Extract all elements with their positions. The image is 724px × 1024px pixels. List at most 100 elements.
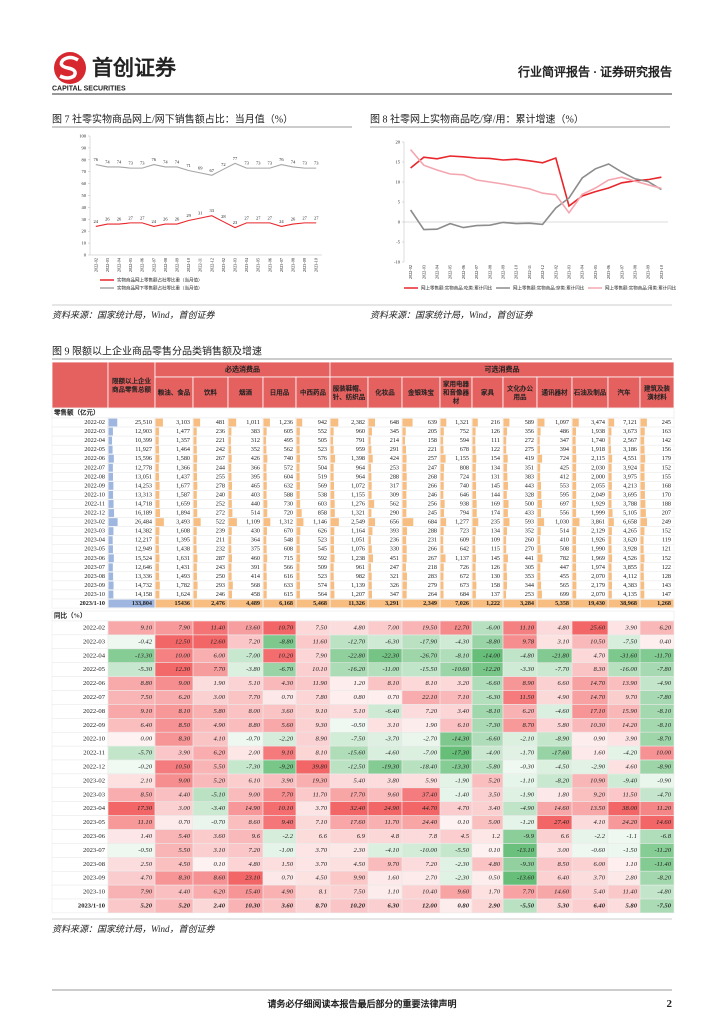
cell-value: 4,112 [623,573,637,580]
cell-value: 352 [525,528,534,535]
cell-value: -16.00 [620,666,638,673]
x-tick-label: 2023-06 [606,265,611,279]
data-bar [537,481,542,490]
heat-cell [263,676,296,691]
cell-value: 240 [216,491,225,498]
heat-cell [537,676,572,691]
cell-value: 8.90 [315,736,327,743]
row-label: 2022-03 [83,638,106,645]
row-label: 2023/1-10 [80,600,105,607]
heat-cell [368,815,402,830]
cell-value: -6.40 [385,708,399,715]
cell-value: -8.70 [657,736,671,743]
data-bar [263,445,267,454]
x-tick-label: 2023-08 [291,258,296,272]
cell-value: 4.70 [457,805,469,812]
heat-cell [472,663,503,677]
data-bar [228,509,233,517]
cell-value: 221 [428,446,437,453]
cell-value: 0.40 [659,638,671,645]
cell-value: 5,468 [313,600,327,607]
y-tick-label: 60 [82,181,87,186]
heat-cell [108,690,155,705]
cell-value: 11.60 [313,638,328,645]
cell-value: -1.40 [455,791,469,798]
cell-value: 122 [662,564,671,571]
data-bar [572,581,577,590]
data-bar [402,500,407,508]
data-bar [572,527,577,536]
heat-cell [472,885,503,899]
cell-value: 1,076 [351,546,365,553]
heat-cell [503,774,537,788]
cell-value: 4.80 [353,624,365,631]
data-bar [296,518,304,526]
heat-cell [640,676,674,691]
data-bar [440,463,445,472]
cell-value: 4.40 [178,791,190,798]
data-bar [608,436,611,445]
header-cell [639,376,675,409]
row-label: 2022-02 [83,624,105,631]
cell-value: 7.00 [387,624,399,631]
x-tick-label: 2022-03 [105,258,110,272]
cell-value: 2,030 [591,464,605,471]
data-bar [402,527,408,536]
cell-value: 3.80 [386,777,399,784]
heat-cell [402,663,440,677]
data-label: 71 [186,163,191,168]
data-bar [640,445,645,454]
cell-value: -1.10 [520,777,534,784]
cell-value: -8.20 [555,777,569,784]
cell-value: 4.60 [625,763,637,770]
data-bar [108,427,113,436]
data-bar [640,554,645,563]
x-tick-label: 2023-06 [267,258,272,272]
cell-value: -7.30 [246,763,260,770]
column-header: 日用品 [270,387,290,396]
heat-cell [330,885,368,899]
heat-cell [608,871,640,885]
heat-cell [572,774,608,788]
heat-cell [572,843,608,857]
cell-value: 247 [428,464,437,471]
cell-value: 231 [428,537,437,544]
heat-cell [155,802,193,816]
heat-cell [640,788,674,802]
cell-value: 2,382 [351,419,365,426]
cell-value: 7,121 [623,419,637,426]
data-bar [193,491,197,499]
data-bar [155,554,160,563]
cell-value: 22.10 [422,694,438,701]
y-tick-label: 80 [82,157,87,162]
cell-value: 8.00 [248,708,260,715]
cell-value: 443 [525,482,534,489]
data-bar [402,590,407,599]
cell-value: 270 [525,546,534,553]
data-bar [263,518,271,526]
cell-value: -7.00 [423,750,437,757]
heat-cell [640,843,674,857]
heat-cell [503,857,537,871]
heat-cell [228,746,263,760]
data-bar [608,427,612,436]
cell-value: 7.50 [140,694,152,701]
cell-value: 221 [216,437,225,444]
cell-value: 19,430 [588,600,605,607]
cell-value: 3.40 [487,805,500,812]
heat-cell [330,857,368,871]
cell-value: 9.00 [178,680,190,687]
cell-value: 264 [428,591,437,598]
heat-cell [440,704,472,718]
cell-value: 1.70 [488,889,500,896]
cell-value: 283 [428,573,437,580]
heat-cell [503,815,537,830]
cell-value: 383 [251,428,260,435]
cell-value: 11.20 [657,805,672,812]
heat-cell [402,676,440,691]
cell-value: 7.90 [178,624,190,631]
heat-cell [330,704,368,718]
cell-value: 1.90 [425,722,437,729]
heat-cell [108,871,155,885]
heat-cell [228,718,263,732]
